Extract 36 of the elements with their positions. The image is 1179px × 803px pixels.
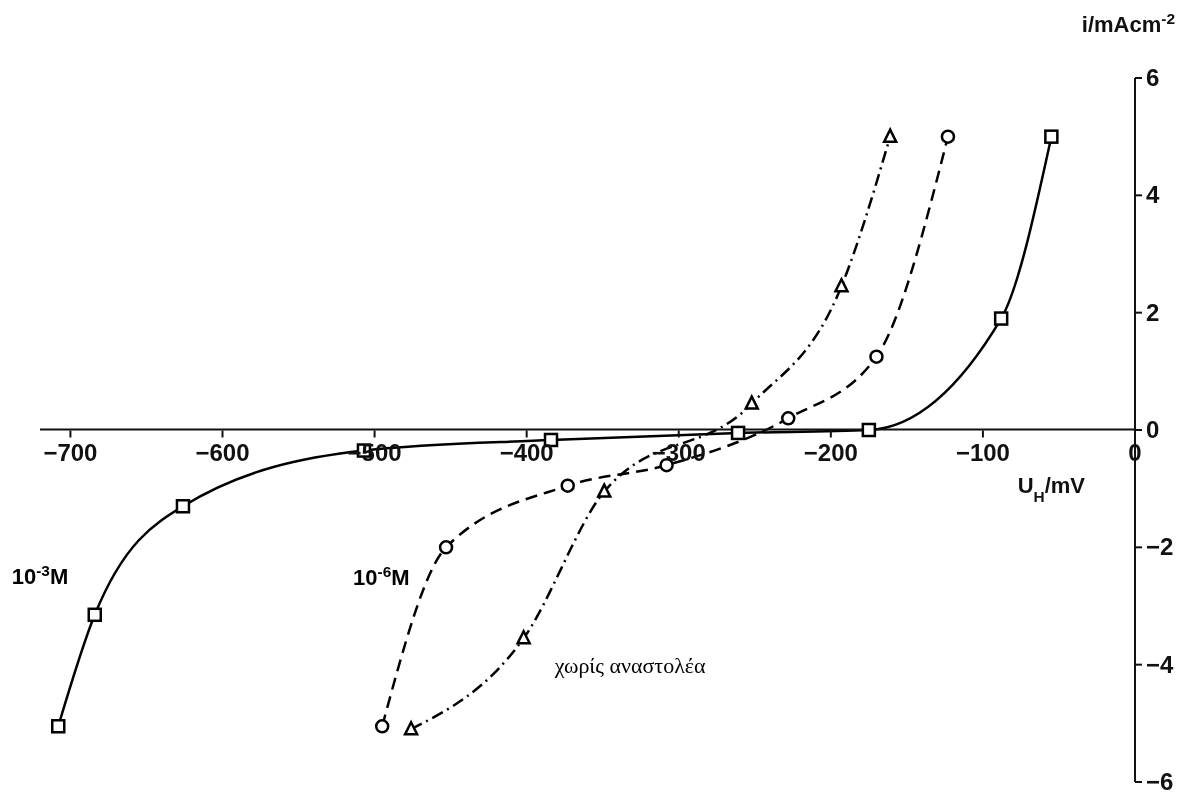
point bbox=[781, 411, 796, 426]
y-tick-label: 4 bbox=[1146, 181, 1160, 209]
point bbox=[516, 630, 531, 645]
point bbox=[940, 129, 956, 144]
x-tick-label: −100 bbox=[955, 438, 1010, 466]
x-tick-label: −700 bbox=[43, 438, 98, 466]
point bbox=[438, 540, 454, 555]
series-label: 10$^{-6}$M bbox=[353, 562, 410, 590]
point bbox=[87, 607, 102, 623]
point bbox=[403, 720, 419, 736]
y-tick-label: 2 bbox=[1146, 298, 1160, 326]
x-axis-title: U$_{H}$/mV bbox=[1017, 472, 1086, 504]
y-tick-label: −6 bbox=[1146, 768, 1174, 795]
x-tick-label: −600 bbox=[195, 438, 250, 466]
x-tick-label: −200 bbox=[803, 438, 858, 466]
point bbox=[374, 719, 390, 734]
y-tick-label: −2 bbox=[1146, 533, 1174, 561]
point bbox=[834, 278, 849, 293]
y-tick-label: 6 bbox=[1146, 64, 1160, 91]
point bbox=[730, 425, 746, 441]
x-tick-label: −400 bbox=[499, 438, 554, 466]
point bbox=[175, 499, 191, 514]
point bbox=[869, 349, 884, 364]
point bbox=[1044, 129, 1059, 144]
series-label: 10$^{-3}$M bbox=[11, 561, 69, 589]
y-tick-label: 0 bbox=[1146, 416, 1160, 443]
point bbox=[993, 311, 1009, 326]
point bbox=[560, 478, 575, 493]
y-tick-label: −4 bbox=[1146, 650, 1175, 678]
point bbox=[51, 719, 66, 734]
point bbox=[744, 395, 759, 410]
point bbox=[596, 483, 612, 498]
y-axis-title: i/mAcm$^{-2}$ bbox=[1081, 9, 1175, 37]
point bbox=[861, 422, 877, 438]
point bbox=[882, 128, 898, 143]
series-label: χωρίς αναστολέα bbox=[553, 653, 707, 679]
